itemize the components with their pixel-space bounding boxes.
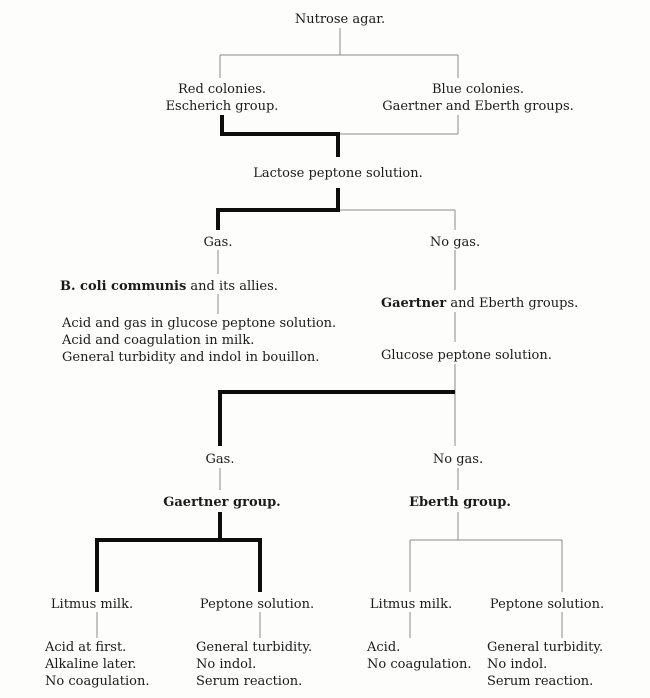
- leaf-line: No coagulation.: [45, 674, 150, 689]
- coli-line: General turbidity and indol in bouillon.: [62, 350, 320, 365]
- gaertner-eberth-node: Gaertner and Eberth groups.: [381, 295, 578, 312]
- eberth-group-node: Eberth group.: [409, 495, 511, 510]
- leaf-line: No indol.: [487, 657, 548, 672]
- thick-path: [95, 115, 455, 592]
- blue-colonies-node: Blue colonies. Gaertner and Eberth group…: [382, 81, 574, 115]
- coli-title-bold: B. coli communis: [60, 279, 187, 294]
- red-colonies-node: Red colonies. Escherich group.: [166, 81, 279, 115]
- leaf-line: General turbidity.: [196, 640, 313, 655]
- no-gas-node-1: No gas.: [429, 235, 481, 250]
- escherich-group-label: Escherich group.: [165, 99, 279, 114]
- coli-title-rest: and its allies.: [186, 279, 278, 294]
- leaf-line: Alkaline later.: [45, 657, 137, 672]
- thick-connector: [220, 115, 340, 157]
- gas-node-2: Gas.: [205, 452, 235, 467]
- leaf-line: No coagulation.: [367, 657, 472, 672]
- leaf-line: Acid at first.: [45, 640, 127, 655]
- red-colonies-label: Red colonies.: [177, 82, 267, 97]
- lactose-node: Lactose peptone solution.: [253, 166, 423, 181]
- coli-title: B. coli communis and its allies.: [60, 278, 278, 295]
- g-litmus-details: Acid at first. Alkaline later. No coagul…: [45, 639, 150, 690]
- coli-properties: Acid and gas in glucose peptone solution…: [62, 315, 336, 366]
- blue-colonies-label: Blue colonies.: [431, 82, 525, 97]
- leaf-line: Serum reaction.: [196, 674, 303, 689]
- leaf-line: No indol.: [196, 657, 257, 672]
- leaf-line: Acid.: [367, 640, 401, 655]
- g-peptone-details: General turbidity. No indol. Serum react…: [196, 639, 312, 690]
- coli-line: Acid and gas in glucose peptone solution…: [62, 316, 337, 331]
- gaertner-group-node: Gaertner group.: [163, 495, 281, 510]
- thick-connector: [218, 390, 455, 446]
- coli-line: Acid and coagulation in milk.: [62, 333, 255, 348]
- thick-connector: [95, 538, 262, 592]
- e-litmus-title: Litmus milk.: [369, 597, 453, 612]
- gas-node-1: Gas.: [203, 235, 233, 250]
- leaf-line: General turbidity.: [487, 640, 604, 655]
- thin-connectors: [96, 28, 563, 638]
- e-peptone-title: Peptone solution.: [489, 597, 605, 612]
- root-node: Nutrose agar.: [294, 12, 386, 27]
- e-litmus-details: Acid. No coagulation.: [367, 639, 472, 673]
- no-gas-node-2: No gas.: [432, 452, 484, 467]
- g-litmus-title: Litmus milk.: [50, 597, 134, 612]
- gaertner-bold: Gaertner: [381, 296, 447, 311]
- e-peptone-details: General turbidity. No indol. Serum react…: [487, 639, 603, 690]
- gaertner-eberth-label: Gaertner and Eberth groups.: [382, 99, 574, 114]
- thick-connector: [216, 188, 340, 230]
- glucose-node: Glucose peptone solution.: [381, 348, 552, 363]
- g-peptone-title: Peptone solution.: [199, 597, 315, 612]
- gaertner-eberth-rest: and Eberth groups.: [446, 296, 579, 311]
- leaf-line: Serum reaction.: [487, 674, 594, 689]
